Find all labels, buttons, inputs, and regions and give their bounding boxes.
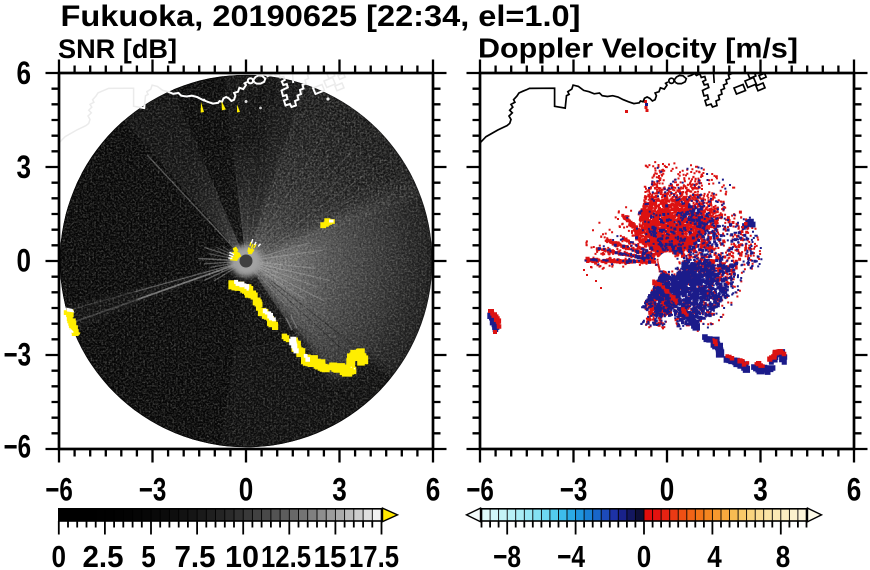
svg-text:0: 0 (52, 539, 67, 570)
svg-text:6: 6 (17, 55, 32, 91)
svg-text:−4: −4 (557, 539, 586, 570)
svg-text:0: 0 (660, 472, 675, 508)
svg-text:0: 0 (637, 539, 652, 570)
svg-text:5: 5 (141, 539, 156, 570)
svg-text:−6: −6 (466, 472, 494, 508)
svg-text:15: 15 (314, 539, 347, 570)
svg-text:8: 8 (776, 539, 791, 570)
svg-text:3: 3 (753, 472, 768, 508)
svg-text:17.5: 17.5 (349, 539, 399, 570)
svg-text:6: 6 (426, 472, 441, 508)
svg-text:10: 10 (225, 539, 259, 570)
svg-text:2.5: 2.5 (83, 539, 124, 570)
svg-text:−8: −8 (493, 539, 521, 570)
svg-text:−3: −3 (560, 472, 588, 508)
svg-text:0: 0 (239, 472, 254, 508)
svg-text:Fukuoka, 20190625 [22:34, el=1: Fukuoka, 20190625 [22:34, el=1.0] (61, 0, 581, 33)
svg-text:3: 3 (17, 149, 32, 185)
svg-text:Doppler Velocity [m/s]: Doppler Velocity [m/s] (478, 33, 798, 64)
svg-text:4: 4 (707, 539, 722, 570)
svg-text:−3: −3 (4, 336, 32, 372)
svg-text:6: 6 (847, 472, 862, 508)
svg-text:−6: −6 (45, 472, 73, 508)
svg-text:SNR [dB]: SNR [dB] (58, 34, 177, 64)
svg-text:12.5: 12.5 (261, 539, 311, 570)
svg-text:7.5: 7.5 (175, 539, 216, 570)
svg-text:3: 3 (332, 472, 347, 508)
svg-text:0: 0 (17, 243, 32, 279)
svg-text:−3: −3 (139, 472, 167, 508)
svg-text:−6: −6 (4, 429, 32, 465)
